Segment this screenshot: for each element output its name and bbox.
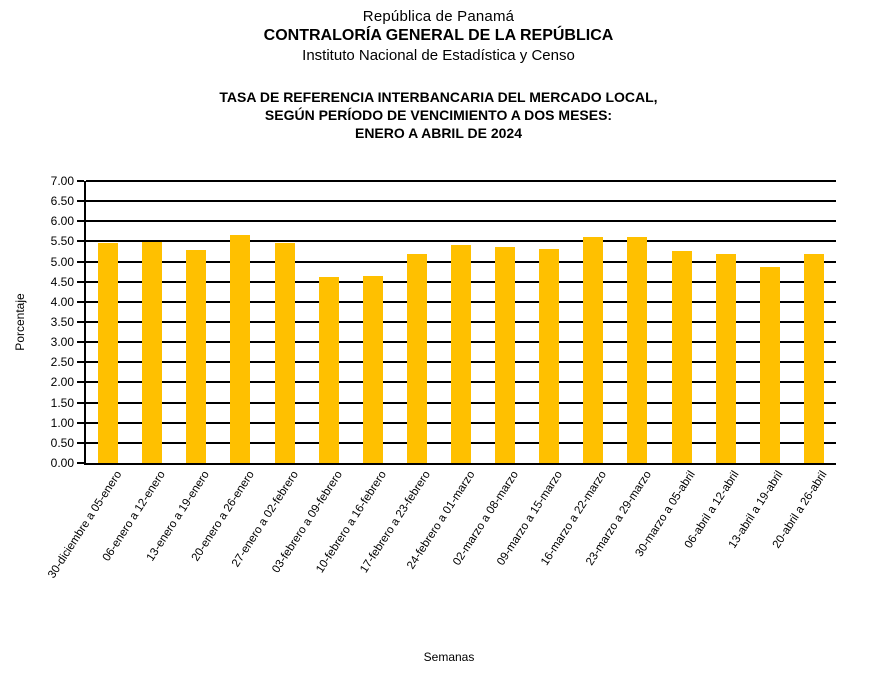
bar-17-febrero a 23-febrero (406, 254, 427, 463)
chart-title: TASA DE REFERENCIA INTERBANCARIA DEL MER… (0, 88, 877, 142)
y-tick-label: 7.00 (50, 174, 74, 188)
country-line: República de Panamá (362, 8, 515, 25)
y-tick-mark (77, 300, 84, 303)
x-tick-label: 30-diciembre a 05-enero (45, 469, 125, 581)
y-tick-label: 6.50 (50, 194, 74, 209)
chart-title-line-3: ENERO A ABRIL DE 2024 (354, 125, 522, 141)
y-tick-mark (77, 321, 84, 323)
y-tick-label: 4.50 (50, 274, 74, 289)
y-tick-mark (77, 280, 84, 283)
institution-line: CONTRALORÍA GENERAL DE LA REPÚBLICA (263, 27, 614, 44)
document-header: República de Panamá CONTRALORÍA GENERAL … (0, 8, 877, 64)
y-tick-mark (77, 220, 84, 223)
y-tick-label: 2.00 (50, 375, 74, 390)
y-tick-label: 0.50 (50, 435, 74, 450)
y-tick-label: 5.00 (50, 254, 74, 269)
bar-24-febrero a 01-marzo (451, 244, 471, 463)
y-tick-mark (77, 341, 84, 344)
bar-23-marzo a 29-marzo (627, 236, 648, 463)
gridline (86, 180, 836, 182)
y-tick-mark (77, 462, 84, 464)
y-tick-mark (77, 200, 84, 203)
y-tick-mark (77, 180, 84, 182)
agency-line: Instituto Nacional de Estadística y Cens… (302, 47, 575, 64)
bar-20-enero a 26-enero (230, 234, 251, 463)
bar-16-marzo a 22-marzo (583, 237, 604, 463)
y-tick-mark (77, 260, 84, 263)
y-tick-mark (77, 401, 84, 404)
plot-area (84, 180, 836, 465)
bar-06-enero a 12-enero (142, 242, 163, 463)
bar-03-febrero a 09-febrero (318, 277, 339, 463)
y-tick-mark (77, 441, 84, 444)
y-tick-label: 1.50 (50, 395, 74, 410)
chart-title-line-1: TASA DE REFERENCIA INTERBANCARIA DEL MER… (219, 89, 658, 105)
gridline (86, 240, 836, 243)
y-tick-label: 0.00 (50, 456, 74, 470)
y-tick-label: 3.00 (50, 335, 74, 350)
bar-13-abril a 19-abril (759, 266, 780, 463)
y-tick-label: 1.00 (50, 415, 74, 430)
chart-title-line-2: SEGÚN PERÍODO DE VENCIMIENTO A DOS MESES… (264, 107, 613, 123)
y-tick-label: 6.00 (50, 214, 74, 229)
y-tick-label: 3.50 (50, 315, 74, 329)
y-tick-mark (77, 381, 84, 384)
bar-02-marzo a 08-marzo (495, 246, 516, 463)
bar-20-abril a 26-abril (803, 254, 824, 463)
bar-09-marzo a 15-marzo (539, 249, 560, 463)
y-axis-title: Porcentaje (13, 293, 27, 351)
gridline (86, 200, 836, 203)
y-tick-mark (77, 421, 84, 424)
bar-30-marzo a 05-abril (671, 251, 692, 463)
y-tick-label: 4.00 (50, 294, 74, 309)
bar-30-diciembre a 05-enero (98, 243, 119, 463)
bar-10-febrero a 16-febrero (362, 276, 383, 463)
y-tick-label: 2.50 (50, 355, 74, 370)
y-tick-label: 5.50 (50, 234, 74, 249)
y-tick-mark (77, 240, 84, 243)
bar-06-abril a 12-abril (715, 254, 736, 463)
bar-27-enero a 02-febrero (274, 243, 295, 463)
y-tick-mark (77, 361, 84, 364)
gridline (86, 220, 836, 223)
x-axis-title: Semanas (423, 650, 475, 664)
bar-13-enero a 19-enero (186, 250, 207, 463)
